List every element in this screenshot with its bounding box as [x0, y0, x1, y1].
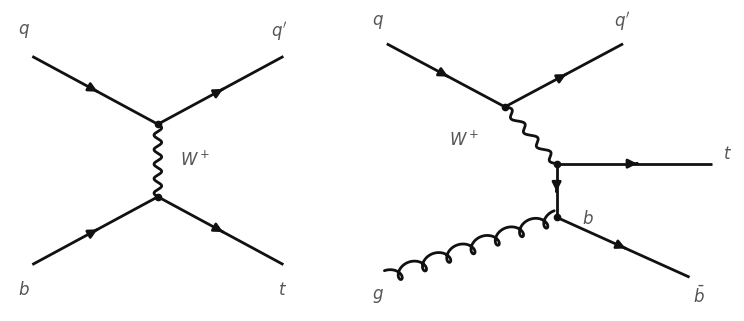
Text: $q'$: $q'$ — [271, 20, 287, 43]
Text: $t$: $t$ — [278, 281, 287, 299]
Text: $W^+$: $W^+$ — [180, 151, 211, 170]
Text: $W^+$: $W^+$ — [449, 130, 479, 150]
Text: $q$: $q$ — [372, 13, 384, 31]
Text: $q$: $q$ — [18, 22, 30, 40]
Text: $\bar{b}$: $\bar{b}$ — [693, 285, 705, 307]
Text: $t$: $t$ — [722, 145, 732, 163]
Text: $b$: $b$ — [18, 281, 29, 299]
Text: $b$: $b$ — [583, 210, 594, 228]
Text: $g$: $g$ — [372, 287, 384, 305]
Text: $q'$: $q'$ — [614, 10, 630, 33]
